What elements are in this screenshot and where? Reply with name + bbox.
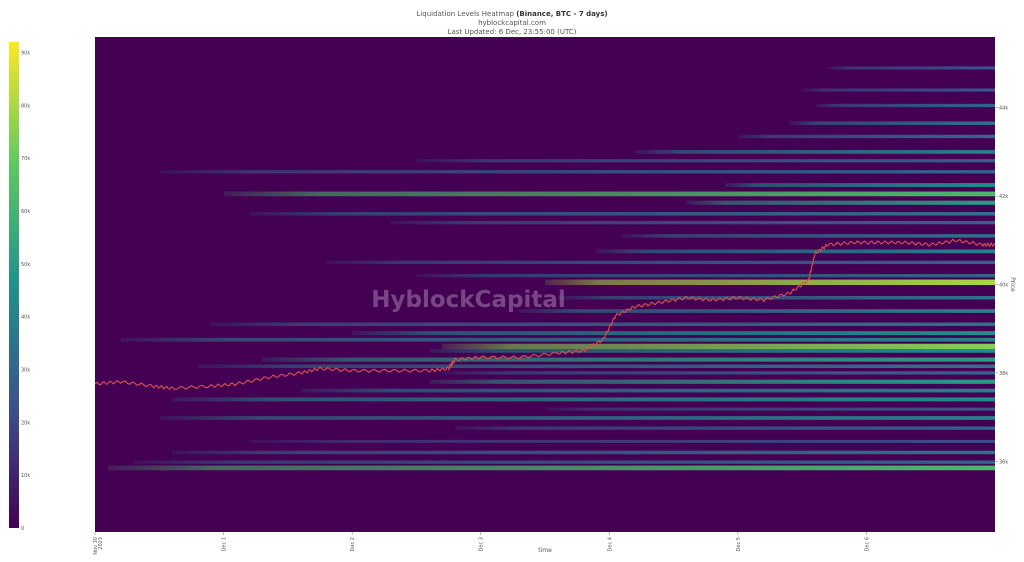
liquidation-level-band[interactable]	[390, 220, 995, 225]
liquidation-level-band[interactable]	[249, 439, 996, 443]
last-updated-label: Last Updated: 6 Dec, 23:55:00 (UTC)	[447, 28, 577, 36]
chart-title: Liquidation Levels Heatmap (Binance, BTC…	[0, 10, 1024, 19]
price-series-layer	[94, 238, 996, 391]
colorbar-tick-label: 20k	[21, 420, 30, 426]
liquidation-level-band[interactable]	[159, 416, 996, 420]
liquidation-level-band[interactable]	[442, 371, 996, 375]
x-tick-label: Dec 5	[736, 537, 742, 551]
liquidation-level-band[interactable]	[725, 183, 995, 188]
liquidation-level-band[interactable]	[159, 170, 996, 174]
colorbar-tick-label: 40k	[21, 315, 30, 321]
liquidation-level-band[interactable]	[172, 450, 996, 455]
chart-title-block: Liquidation Levels Heatmap (Binance, BTC…	[0, 10, 1024, 37]
chart-title-text: Liquidation Levels Heatmap	[416, 10, 514, 18]
liquidation-level-band[interactable]	[210, 322, 995, 327]
y-tick-label: 44k	[999, 106, 1008, 112]
liquidation-level-band[interactable]	[262, 357, 996, 362]
x-tick-label: Dec 1	[222, 537, 228, 551]
liquidation-level-band[interactable]	[107, 465, 996, 471]
y-tick-label: 40k	[999, 283, 1008, 289]
liquidation-level-band[interactable]	[300, 388, 995, 393]
liquidation-level-band[interactable]	[635, 150, 995, 154]
liquidation-level-band[interactable]	[789, 121, 995, 125]
liquidation-level-band[interactable]	[172, 397, 996, 402]
colorbar: 0 10k 20k 30k 40k 50k 60k 70k 80k 90k	[9, 42, 30, 532]
liquidation-level-band[interactable]	[596, 249, 995, 254]
liquidation-level-band[interactable]	[442, 343, 996, 350]
colorbar-tick-label: 90k	[21, 51, 30, 57]
y-axis: 36k 38k 40k 42k 44k	[995, 106, 1008, 465]
liquidation-level-band[interactable]	[455, 426, 995, 430]
price-line[interactable]	[94, 238, 996, 391]
plot-area[interactable]	[95, 37, 996, 532]
liquidation-level-band[interactable]	[519, 309, 995, 313]
liquidation-level-band[interactable]	[622, 234, 995, 238]
liquidation-level-band[interactable]	[737, 134, 995, 139]
x-axis: Nov 30 2023 Dec 1 Dec 2 Dec 3 Dec 4 Dec 5 Dec 6	[93, 532, 870, 555]
liquidation-level-band[interactable]	[223, 191, 996, 197]
liquidation-level-band[interactable]	[416, 274, 995, 278]
colorbar-tick-label: 50k	[21, 262, 30, 268]
colorbar-tick-label: 80k	[21, 103, 30, 109]
liquidation-level-band[interactable]	[133, 460, 996, 464]
liquidation-level-band[interactable]	[429, 379, 995, 384]
liquidation-level-band[interactable]	[249, 212, 996, 216]
liquidation-level-band[interactable]	[827, 66, 995, 70]
liquidation-level-band[interactable]	[326, 260, 995, 265]
liquidation-level-band[interactable]	[352, 331, 996, 336]
x-tick-label: Dec 4	[607, 537, 613, 551]
x-tick-label: Dec 6	[864, 537, 870, 551]
liquidation-level-band[interactable]	[120, 337, 995, 342]
colorbar-tick-label: 0	[21, 526, 24, 532]
liquidation-level-band[interactable]	[686, 200, 995, 205]
colorbar-gradient	[9, 42, 19, 528]
chart-subtitle: hyblockcapital.com	[478, 19, 546, 27]
liquidation-level-band[interactable]	[416, 159, 995, 163]
liquidation-level-band[interactable]	[429, 348, 995, 353]
x-axis-title: time	[538, 547, 552, 554]
liquidation-level-band[interactable]	[802, 88, 995, 92]
liquidation-level-band[interactable]	[815, 103, 995, 108]
colorbar-tick-label: 60k	[21, 209, 30, 215]
liquidation-level-band[interactable]	[545, 279, 995, 286]
y-tick-label: 42k	[999, 194, 1008, 200]
colorbar-tick-label: 70k	[21, 156, 30, 162]
y-tick-label: 38k	[999, 371, 1008, 377]
x-tick-label: Dec 2	[350, 537, 356, 551]
liquidation-level-band[interactable]	[545, 407, 995, 411]
colorbar-tick-label: 10k	[21, 473, 30, 479]
colorbar-tick-label: 30k	[21, 368, 30, 374]
y-axis-title: Price	[1009, 277, 1016, 292]
y-tick-label: 36k	[999, 459, 1008, 465]
x-tick-year-label: 2023	[98, 537, 104, 550]
x-tick-label: Dec 3	[479, 537, 485, 551]
chart-title-bold: (Binance, BTC - 7 days)	[516, 10, 608, 18]
liquidation-level-band[interactable]	[197, 364, 995, 369]
x-tick-label: Nov 30	[93, 537, 99, 555]
watermark: HyblockCapital	[371, 287, 565, 313]
